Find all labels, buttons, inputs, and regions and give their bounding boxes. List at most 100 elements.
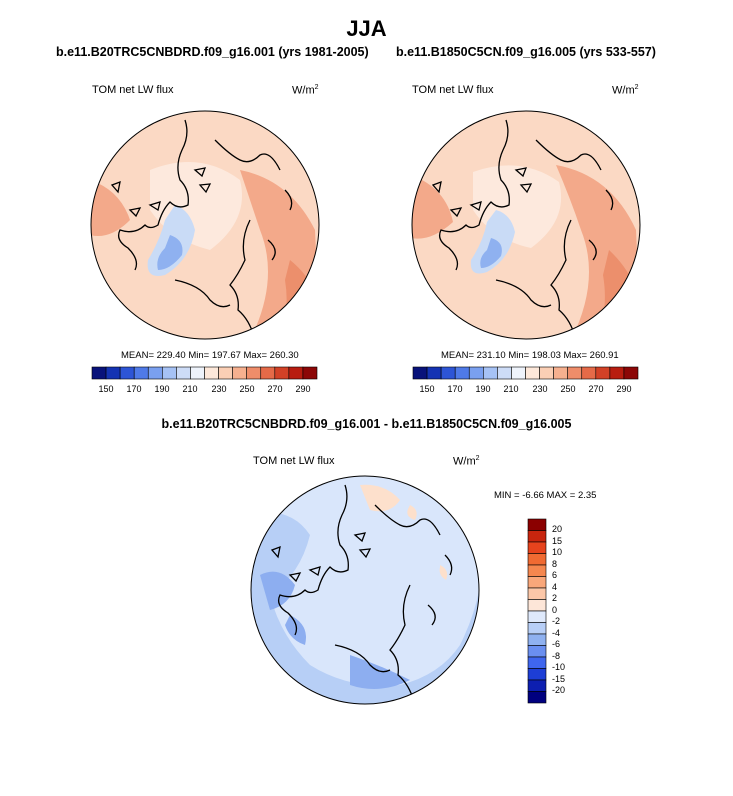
left-panel-title: b.e11.B20TRC5CNBDRD.f09_g16.001 (yrs 198…: [56, 45, 369, 59]
colorbar-box: [190, 366, 205, 380]
left-colorbar-label: 250: [239, 384, 255, 394]
colorbar-box: [274, 366, 290, 380]
diff-colorbar-label: 0: [552, 605, 558, 615]
right-stats: MEAN= 231.10 Min= 198.03 Max= 260.91: [441, 350, 619, 361]
diff-polar-map: [250, 475, 480, 705]
right-variable-label: TOM net LW flux: [412, 84, 494, 96]
diff-map-dark-region-3: [285, 615, 306, 645]
diff-map-warm-patch-3: [439, 565, 448, 580]
colorbar-box: [147, 366, 163, 380]
diff-map-dark-region-1: [260, 571, 295, 610]
colorbar-box: [468, 366, 484, 380]
diff-colorbar-label: 6: [552, 570, 558, 580]
colorbar-box: [246, 366, 262, 380]
diff-colorbar-label: -8: [552, 651, 561, 661]
colorbar-box: [623, 366, 639, 380]
diff-map-warm-patch-2: [407, 505, 417, 520]
colorbar-box: [232, 366, 247, 380]
colorbar-box: [527, 622, 547, 635]
colorbar-box: [527, 610, 547, 623]
colorbar-box: [527, 587, 547, 600]
colorbar-box: [527, 668, 547, 681]
diff-panel-title: b.e11.B20TRC5CNBDRD.f09_g16.001 - b.e11.…: [161, 417, 572, 431]
diff-map-outline: [250, 475, 480, 705]
diff-colorbar-label: 15: [552, 536, 563, 546]
colorbar-box: [218, 366, 233, 380]
left-colorbar-labels: 150 170 190 210 230 250 270 290: [92, 384, 317, 398]
right-colorbar: [412, 366, 639, 380]
right-panel-title: b.e11.B1850C5CN.f09_g16.005 (yrs 533-557…: [396, 45, 656, 59]
right-colorbar-label: 210: [503, 384, 519, 394]
left-units-label: W/m2: [292, 84, 319, 97]
diff-colorbar-label: 8: [552, 559, 558, 569]
right-colorbar-label: 290: [616, 384, 632, 394]
diff-colorbar-label: -6: [552, 639, 561, 649]
colorbar-box: [527, 599, 547, 612]
diff-colorbar-boxes: [527, 518, 547, 704]
left-colorbar-label: 270: [267, 384, 283, 394]
colorbar-box: [609, 366, 625, 380]
diff-coastlines: [270, 484, 453, 704]
colorbar-box: [527, 656, 547, 669]
left-colorbar-boxes: [91, 366, 318, 380]
right-coastlines: [431, 119, 614, 339]
right-colorbar-label: 230: [532, 384, 548, 394]
colorbar-box: [105, 366, 121, 380]
left-variable-label: TOM net LW flux: [92, 84, 174, 96]
left-colorbar-label: 210: [182, 384, 198, 394]
colorbar-box: [119, 366, 135, 380]
diff-colorbar-label: -4: [552, 628, 561, 638]
right-colorbar-label: 250: [560, 384, 576, 394]
colorbar-box: [204, 366, 219, 380]
colorbar-box: [527, 541, 547, 554]
diff-colorbar-label: 4: [552, 582, 558, 592]
left-colorbar: [91, 366, 318, 380]
colorbar-box: [176, 366, 191, 380]
colorbar-box: [581, 366, 597, 380]
colorbar-box: [440, 366, 456, 380]
left-colorbar-label: 190: [154, 384, 170, 394]
diff-colorbar-label: 20: [552, 524, 563, 534]
diff-colorbar-label: -10: [552, 662, 566, 672]
right-colorbar-label: 150: [419, 384, 435, 394]
left-colorbar-label: 170: [126, 384, 142, 394]
colorbar-box: [91, 366, 107, 380]
colorbar-box: [527, 633, 547, 646]
colorbar-box: [260, 366, 276, 380]
colorbar-box: [288, 366, 304, 380]
colorbar-box: [553, 366, 568, 380]
right-units-label: W/m2: [612, 84, 639, 97]
diff-colorbar-label: -2: [552, 616, 561, 626]
left-polar-map: [90, 110, 320, 340]
right-map-outline: [411, 110, 641, 340]
left-colorbar-label: 150: [98, 384, 114, 394]
diff-colorbar: [527, 518, 547, 704]
colorbar-box: [527, 564, 547, 577]
right-colorbar-label: 190: [475, 384, 491, 394]
colorbar-box: [302, 366, 318, 380]
colorbar-box: [483, 366, 498, 380]
left-colorbar-label: 290: [295, 384, 311, 394]
left-colorbar-label: 230: [211, 384, 227, 394]
right-colorbar-label: 270: [588, 384, 604, 394]
left-stats: MEAN= 229.40 Min= 197.67 Max= 260.30: [121, 350, 299, 361]
left-map-blue-region: [157, 235, 183, 270]
left-coastlines: [110, 119, 293, 339]
colorbar-box: [527, 518, 547, 531]
colorbar-box: [527, 679, 547, 692]
left-map-outline: [90, 110, 320, 340]
right-map-blue-region: [480, 238, 502, 268]
diff-colorbar-label: 10: [552, 547, 563, 557]
diff-colorbar-label: -15: [552, 674, 566, 684]
colorbar-box: [527, 691, 547, 704]
colorbar-box: [525, 366, 540, 380]
colorbar-box: [454, 366, 470, 380]
right-colorbar-labels: 150 170 190 210 230 250 270 290: [413, 384, 638, 398]
colorbar-box: [497, 366, 512, 380]
right-polar-map: [411, 110, 641, 340]
colorbar-box: [527, 576, 547, 589]
colorbar-box: [133, 366, 149, 380]
diff-colorbar-label: 2: [552, 593, 558, 603]
colorbar-box: [527, 553, 547, 566]
diff-colorbar-labels: 20 15 10 8 6 4 2 0 -2 -4 -6 -8 -10 -15 -…: [552, 519, 592, 703]
